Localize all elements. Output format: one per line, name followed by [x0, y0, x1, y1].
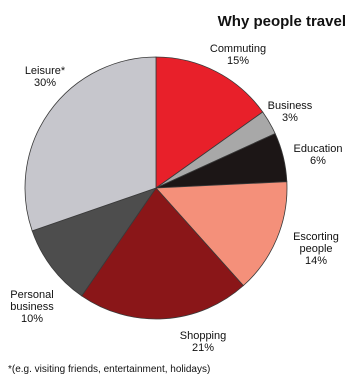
pie-slice-1	[155, 56, 264, 189]
slice-label-line: 14%	[305, 255, 327, 267]
slice-label-line: Commuting	[210, 43, 266, 55]
slice-label-1: Commuting 15%	[210, 43, 266, 67]
slice-label-2: Business 3%	[268, 100, 313, 124]
slice-label-line: Leisure*	[25, 65, 66, 77]
slice-label-5: Shopping 21%	[180, 330, 227, 354]
footnote: *(e.g. visiting friends, entertainment, …	[8, 364, 210, 375]
slice-label-line: 15%	[227, 55, 249, 67]
pie-slice-6	[31, 187, 158, 297]
slice-label-line: Personal	[10, 289, 53, 301]
slice-label-line: people	[299, 243, 332, 255]
slice-label-line: business	[10, 301, 54, 313]
slice-label-line: Shopping	[180, 330, 227, 342]
pie-slice-4	[155, 181, 288, 287]
slice-label-line: Business	[268, 100, 313, 112]
slice-label-line: 21%	[192, 342, 214, 354]
slice-label-line: Education	[294, 143, 343, 155]
slice-label-6: Personal business 10%	[10, 289, 54, 325]
chart-title: Why people travel	[218, 13, 346, 30]
slice-label-7: Leisure* 30%	[25, 65, 66, 89]
slice-label-line: 30%	[34, 77, 56, 89]
slice-label-3: Education 6%	[294, 143, 343, 167]
pie-labels: Commuting 15% Business 3% Education 6% Escorti…	[10, 43, 342, 354]
slice-label-line: 6%	[310, 155, 326, 167]
pie-slices	[24, 56, 288, 320]
slice-label-line: Escorting	[293, 231, 339, 243]
slice-label-line: 10%	[21, 313, 43, 325]
pie-slice-7	[24, 56, 157, 232]
slice-label-4: Escorting people 14%	[293, 231, 339, 267]
pie-slice-5	[81, 187, 244, 320]
slice-label-line: 3%	[282, 112, 298, 124]
